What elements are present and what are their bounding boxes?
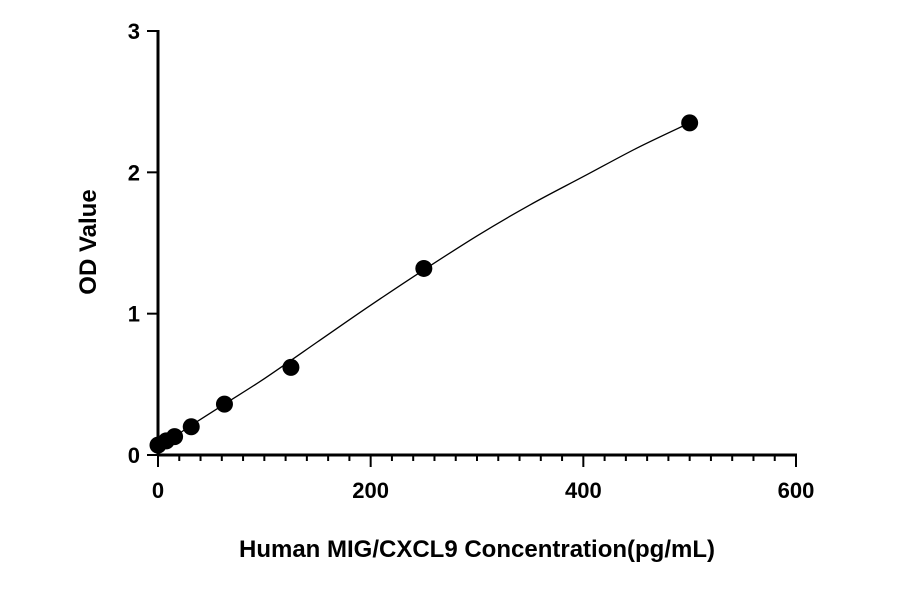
y-tick-label: 0: [128, 443, 140, 468]
data-point: [415, 259, 433, 277]
x-axis: 0 200 400 600: [152, 453, 815, 503]
y-tick-label: 1: [128, 302, 140, 327]
y-tick-label: 2: [128, 160, 140, 185]
data-point: [166, 428, 184, 446]
data-points: [149, 114, 699, 454]
fit-curve-line: [157, 122, 690, 446]
x-tick-label: 600: [778, 478, 815, 503]
x-tick-label: 0: [152, 478, 164, 503]
x-tick-label: 200: [352, 478, 389, 503]
data-point: [282, 358, 300, 376]
data-point: [215, 395, 233, 413]
y-axis-title: OD Value: [75, 189, 102, 294]
data-point: [681, 114, 699, 132]
x-tick-label: 400: [565, 478, 602, 503]
x-axis-title: Human MIG/CXCL9 Concentration(pg/mL): [239, 536, 715, 563]
y-axis: 0 1 2 3: [128, 19, 160, 468]
y-tick-label: 3: [128, 19, 140, 44]
data-point: [182, 418, 200, 436]
